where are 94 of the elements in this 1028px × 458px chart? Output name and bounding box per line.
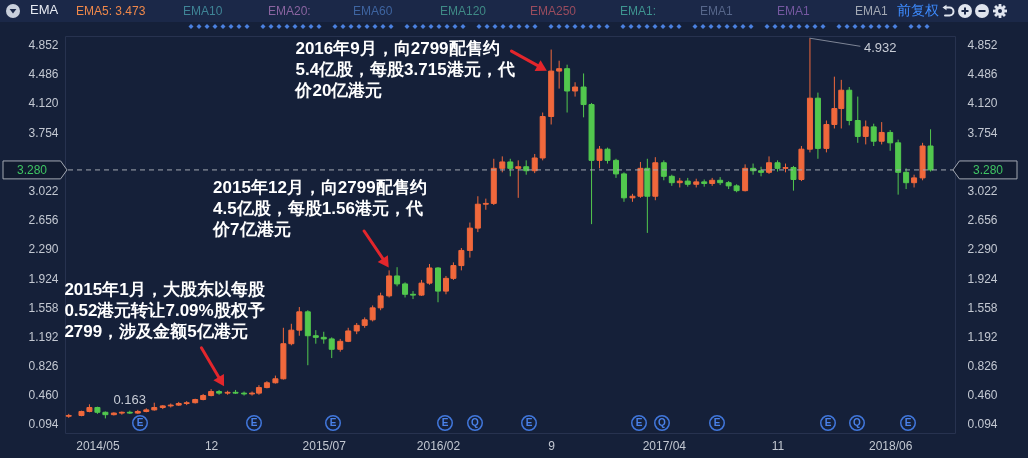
y2-tick-label: 3.754 bbox=[967, 125, 998, 140]
y-tick-label: 1.558 bbox=[28, 300, 59, 315]
ref-line-label: 3.280 bbox=[16, 162, 48, 177]
candlestick bbox=[466, 222, 473, 259]
text: 前复权 bbox=[897, 2, 939, 18]
candlestick bbox=[556, 60, 563, 90]
x-tick-label: 9 bbox=[548, 438, 556, 453]
annotation: 4.932 bbox=[863, 40, 897, 56]
candlestick bbox=[854, 96, 861, 144]
text: EMA1 bbox=[777, 4, 810, 18]
x-tick-label: 2015/07 bbox=[302, 438, 347, 453]
x-tick-label: 2014/05 bbox=[76, 438, 120, 453]
annotation: E bbox=[713, 417, 721, 428]
annotation: E bbox=[441, 417, 449, 428]
x-tick-label: 2018/06 bbox=[868, 438, 913, 453]
annotation: Q bbox=[471, 417, 480, 428]
text: EMA5: 3.473 bbox=[76, 4, 146, 18]
text: EMA1: bbox=[620, 4, 657, 18]
y-tick-label: 0.094 bbox=[28, 417, 59, 432]
annotation: E bbox=[635, 417, 643, 428]
candlestick bbox=[596, 145, 603, 169]
annotation: E bbox=[824, 417, 832, 428]
y2-tick-label: 3.022 bbox=[967, 184, 998, 198]
y-tick-label: 0.460 bbox=[28, 388, 59, 403]
y-tick-label: 2.290 bbox=[28, 242, 59, 257]
y2-tick-label: 2.290 bbox=[967, 242, 998, 257]
candlestick bbox=[911, 174, 918, 188]
text: EMA10 bbox=[183, 4, 223, 18]
text: EMA1 bbox=[855, 4, 888, 18]
candlestick bbox=[870, 123, 877, 147]
y-tick-label: 2.656 bbox=[28, 213, 59, 228]
candlestick bbox=[717, 176, 724, 186]
candlestick bbox=[328, 336, 335, 359]
annotation: 2015年1月，大股东以每股0.52港元转让7.09%股权予2799，涉及金额5亿港元 bbox=[64, 279, 266, 341]
y2-tick-label: 4.486 bbox=[967, 67, 998, 82]
text: EMA20: bbox=[268, 4, 311, 18]
candlestick bbox=[878, 121, 885, 145]
y-tick-label: 4.120 bbox=[28, 96, 59, 111]
candlestick bbox=[758, 166, 765, 177]
text: EMA250 bbox=[530, 4, 577, 18]
y2-tick-label: 4.120 bbox=[967, 96, 998, 111]
candlestick bbox=[887, 129, 894, 152]
y-tick-label: 3.754 bbox=[28, 125, 59, 140]
y2-tick-label: 4.852 bbox=[967, 38, 998, 53]
x-tick-label: 11 bbox=[771, 438, 785, 453]
x-tick-label: 2017/04 bbox=[642, 438, 687, 453]
y-tick-label: 1.924 bbox=[28, 271, 59, 286]
candlestick bbox=[620, 171, 627, 203]
text: EMA60 bbox=[353, 4, 393, 18]
annotation: 2015年12月，向2799配售约4.5亿股，每股1.56港元，代价7亿港元 bbox=[212, 177, 427, 239]
candlestick bbox=[410, 290, 417, 300]
y2-tick-label: 1.192 bbox=[967, 329, 998, 344]
candlestick bbox=[394, 266, 401, 287]
candlestick bbox=[564, 64, 571, 114]
text: EMA1 bbox=[700, 4, 733, 18]
annotation: E bbox=[904, 417, 912, 428]
candlestick bbox=[531, 153, 538, 174]
y2-tick-label: 1.924 bbox=[967, 271, 998, 286]
text: 3.280 bbox=[972, 162, 1004, 177]
candlestick bbox=[386, 269, 393, 298]
y-tick-label: 0.826 bbox=[28, 359, 59, 374]
candlestick bbox=[862, 120, 869, 145]
candlestick bbox=[474, 195, 481, 233]
x-tick-label: 12 bbox=[204, 438, 219, 453]
candlestick bbox=[613, 158, 619, 179]
text: EMA bbox=[30, 2, 59, 17]
candlestick bbox=[927, 128, 934, 173]
annotation: E bbox=[525, 417, 533, 428]
y2-tick-label: 0.460 bbox=[967, 388, 998, 403]
annotation: E bbox=[250, 417, 258, 428]
annotation: 2016年9月，向2799配售约5.4亿股，每股3.715港元，代价20亿港元 bbox=[294, 39, 515, 101]
candlestick bbox=[903, 167, 910, 190]
y-tick-label: 4.486 bbox=[28, 67, 59, 82]
y-tick-label: 4.852 bbox=[28, 38, 59, 53]
y2-tick-label: 0.826 bbox=[967, 359, 998, 374]
y2-tick-label: 2.656 bbox=[967, 213, 998, 228]
annotation: Q bbox=[853, 417, 862, 428]
candlestick bbox=[742, 163, 749, 192]
text: EMA120 bbox=[440, 4, 487, 18]
candlestick bbox=[304, 309, 311, 366]
annotation: 0.163 bbox=[113, 392, 146, 408]
y-tick-label: 1.192 bbox=[28, 329, 59, 344]
candlestick bbox=[572, 81, 579, 98]
annotation: E bbox=[136, 417, 144, 428]
annotation: Q bbox=[658, 417, 667, 428]
candlestick bbox=[790, 165, 797, 192]
candlestick bbox=[118, 410, 125, 416]
candlestick bbox=[515, 159, 522, 199]
y2-tick-label: 1.558 bbox=[967, 300, 998, 315]
candlestick bbox=[435, 266, 441, 303]
x-tick-label: 2016/02 bbox=[416, 438, 461, 453]
annotation: E bbox=[329, 417, 337, 428]
y2-tick-label: 0.094 bbox=[967, 417, 998, 432]
y-tick-label: 3.022 bbox=[28, 184, 59, 198]
